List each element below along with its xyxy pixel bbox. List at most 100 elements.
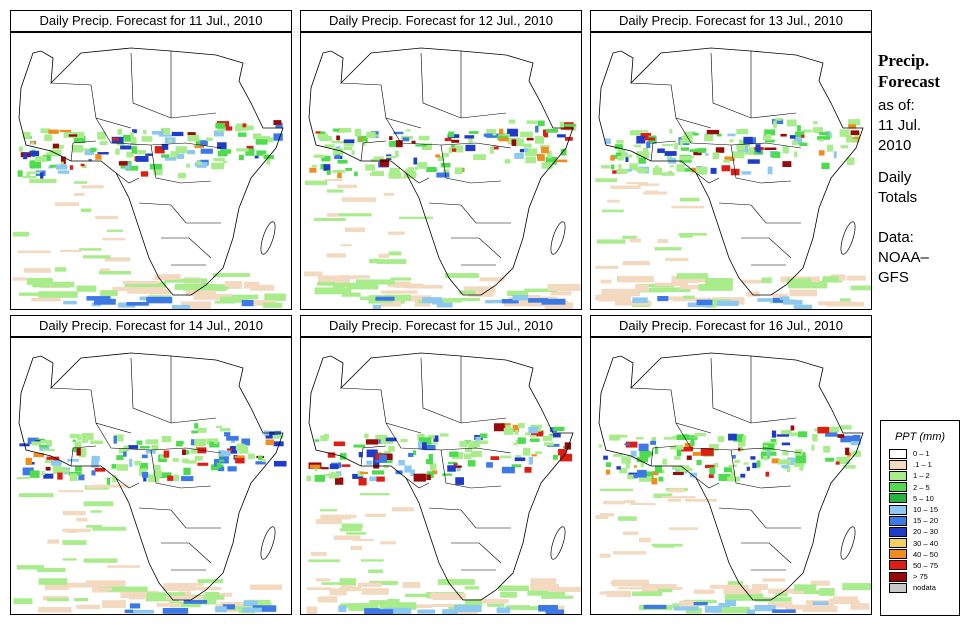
- madagascar: [260, 221, 276, 255]
- legend-swatch: [889, 470, 907, 481]
- panel-title: Daily Precip. Forecast for 16 Jul., 2010: [590, 315, 872, 337]
- period-line-1: Daily: [878, 169, 912, 186]
- legend-item: 5 – 10: [889, 493, 959, 504]
- country-border: [70, 445, 97, 467]
- madagascar: [840, 221, 856, 255]
- period-block: Daily Totals: [878, 168, 917, 208]
- madagascar: [550, 221, 566, 255]
- source-line-2: NOAA–: [878, 249, 929, 266]
- coastline: [18, 352, 284, 601]
- country-border: [710, 52, 797, 119]
- africa-map: [590, 337, 872, 615]
- forecast-panel-16-jul: Daily Precip. Forecast for 16 Jul., 2010: [590, 315, 872, 615]
- source-line-3: GFS: [878, 269, 909, 286]
- ocean-precip: [13, 484, 282, 614]
- country-border: [340, 82, 422, 129]
- country-border: [451, 237, 502, 259]
- period-line-2: Totals: [878, 189, 918, 206]
- legend-label: 20 – 30: [913, 527, 939, 537]
- sidebar-heading: Precip. Forecast: [878, 50, 940, 92]
- ocean-precip: [306, 493, 581, 614]
- legend-label: 1 – 2: [913, 471, 930, 481]
- rain-belt: [600, 118, 861, 176]
- country-border: [428, 202, 511, 224]
- title-line-2: Forecast: [878, 72, 940, 91]
- country-border: [650, 445, 677, 467]
- ocean-precip: [303, 176, 581, 309]
- country-border: [695, 477, 720, 489]
- legend-item: .1 – 1: [889, 459, 959, 470]
- country-border: [695, 172, 720, 184]
- legend-swatch: [889, 526, 907, 537]
- country-border: [405, 477, 430, 489]
- legend-label: 50 – 75: [913, 560, 939, 570]
- legend-label: 30 – 40: [913, 538, 939, 548]
- legend-item: 40 – 50: [889, 549, 959, 560]
- africa-map: [10, 32, 292, 310]
- title-line-1: Precip.: [878, 51, 930, 70]
- country-border: [130, 357, 217, 424]
- africa-map: [300, 32, 582, 310]
- legend-swatch: [889, 459, 907, 470]
- as-of-day: 11 Jul.: [878, 117, 922, 134]
- legend-item: 0 – 1: [889, 448, 959, 459]
- legend-swatch: [889, 538, 907, 549]
- as-of-block: as of: 11 Jul. 2010: [878, 96, 921, 156]
- coastline: [308, 352, 574, 601]
- panel-title: Daily Precip. Forecast for 14 Jul., 2010: [10, 315, 292, 337]
- source-block: Data: NOAA– GFS: [878, 228, 929, 288]
- forecast-panel-11-jul: Daily Precip. Forecast for 11 Jul., 2010: [10, 10, 292, 310]
- country-border: [440, 144, 502, 184]
- country-border: [138, 507, 221, 529]
- coastline: [308, 47, 574, 296]
- legend-item: > 75: [889, 571, 959, 582]
- country-border: [451, 542, 502, 564]
- country-border: [161, 542, 212, 564]
- africa-map: [10, 337, 292, 615]
- source-line-1: Data:: [878, 229, 914, 246]
- country-border: [630, 82, 712, 129]
- country-border: [130, 52, 217, 119]
- country-border: [340, 387, 422, 434]
- legend-swatch: [889, 504, 907, 515]
- africa-map: [300, 337, 582, 615]
- coastline: [598, 352, 864, 601]
- legend-item: 20 – 30: [889, 526, 959, 537]
- rain-belt: [17, 120, 283, 179]
- rain-belt: [306, 423, 573, 486]
- panel-title: Daily Precip. Forecast for 11 Jul., 2010: [10, 10, 292, 32]
- country-border: [741, 542, 792, 564]
- legend-item: 1 – 2: [889, 470, 959, 481]
- country-border: [650, 140, 677, 162]
- country-border: [50, 82, 132, 129]
- country-border: [161, 237, 212, 259]
- country-border: [420, 357, 507, 424]
- rain-belt: [16, 423, 287, 485]
- legend-title: PPT (mm): [894, 431, 946, 443]
- forecast-panel-15-jul: Daily Precip. Forecast for 15 Jul., 2010: [300, 315, 582, 615]
- madagascar: [840, 526, 856, 560]
- country-border: [630, 387, 712, 434]
- legend-label: 10 – 15: [913, 505, 939, 515]
- legend-swatch: [889, 448, 907, 459]
- legend-swatch: [889, 549, 907, 560]
- forecast-panel-13-jul: Daily Precip. Forecast for 13 Jul., 2010: [590, 10, 872, 310]
- as-of-label: as of:: [878, 97, 915, 114]
- ocean-precip: [12, 176, 286, 309]
- legend-swatch: [889, 582, 907, 593]
- ocean-precip: [595, 178, 871, 309]
- country-border: [718, 202, 801, 224]
- country-border: [730, 449, 792, 489]
- legend-item: 15 – 20: [889, 515, 959, 526]
- country-border: [360, 445, 387, 467]
- country-border: [710, 357, 797, 424]
- legend-label: 0 – 1: [913, 449, 930, 459]
- panel-title: Daily Precip. Forecast for 12 Jul., 2010: [300, 10, 582, 32]
- legend-label: 40 – 50: [913, 549, 939, 559]
- country-border: [718, 507, 801, 529]
- legend-label: 15 – 20: [913, 516, 939, 526]
- country-border: [440, 449, 502, 489]
- country-border: [115, 172, 140, 184]
- country-border: [138, 202, 221, 224]
